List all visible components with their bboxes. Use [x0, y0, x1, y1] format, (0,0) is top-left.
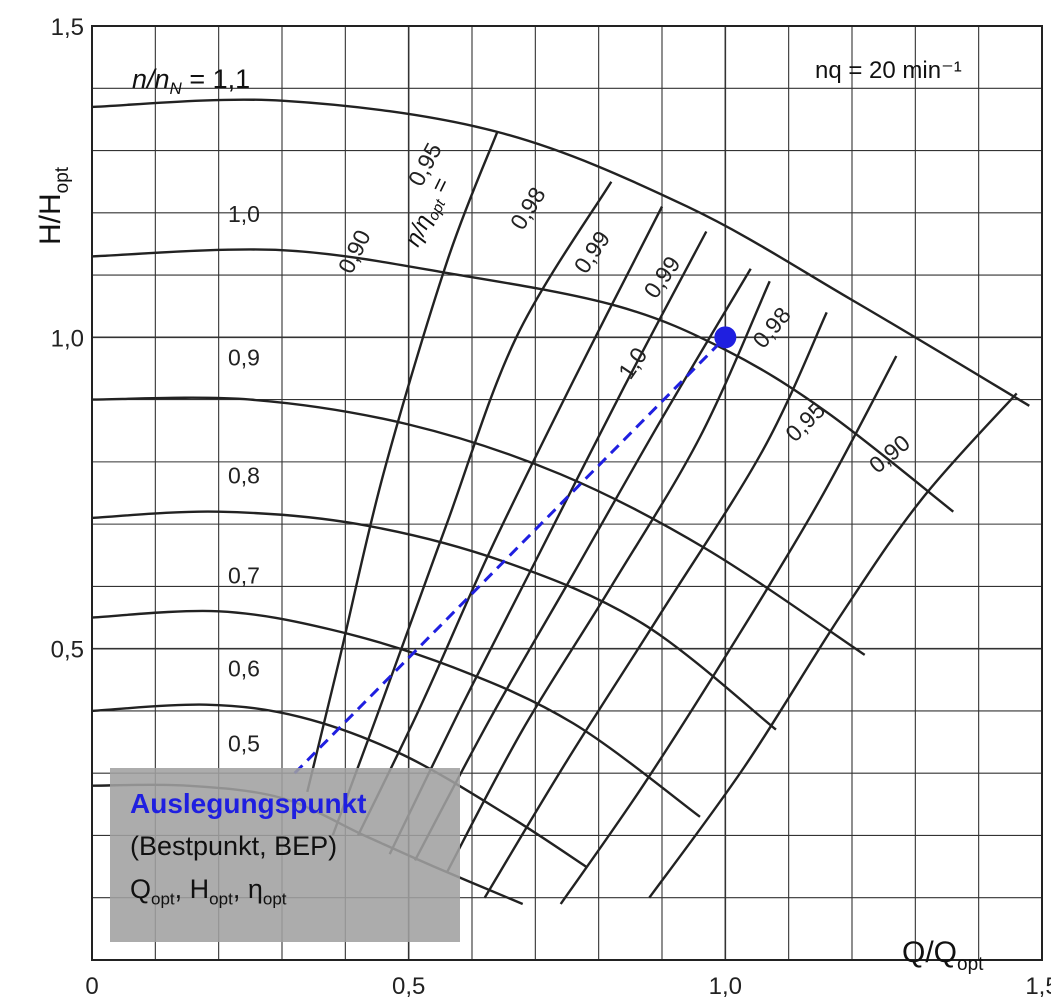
efficiency-curve-label: 0,95 [780, 397, 830, 447]
x-axis-title: Q/Qopt [902, 936, 984, 975]
efficiency-curve [413, 268, 752, 861]
y-tick-label: 0,5 [51, 637, 84, 664]
y-tick-label: 1,0 [51, 325, 84, 352]
efficiency-curve [648, 392, 1018, 899]
efficiency-curve [388, 230, 708, 855]
speed-curve [91, 609, 701, 818]
plot-border [91, 25, 1043, 961]
annotation-parameters: Qopt, Hopt, ηopt [130, 874, 287, 909]
efficiency-curve [306, 131, 499, 793]
efficiency-curve-label: 0,90 [864, 429, 915, 478]
corner-note: nq = 20 min⁻¹ [815, 57, 962, 84]
speed-ratio-label: n/nN = 1,1 [132, 64, 250, 98]
efficiency-curve-label: 0,98 [505, 182, 551, 234]
efficiency-curves [306, 131, 1018, 905]
x-tick-label: 0,5 [392, 973, 425, 1000]
annotation-subtitle: (Bestpunkt, BEP) [130, 831, 338, 861]
efficiency-curve [331, 181, 613, 836]
design-point-annotation: Auslegungspunkt (Bestpunkt, BEP) Qopt, H… [110, 768, 460, 942]
speed-curve-label: 0,8 [228, 463, 260, 489]
efficiency-curve [445, 280, 771, 874]
speed-curve [91, 396, 866, 656]
efficiency-curve [483, 311, 828, 899]
speed-curve [91, 98, 1030, 407]
x-tick-label: 1,0 [709, 973, 742, 1000]
speed-curve-label: 0,7 [228, 562, 260, 588]
speed-curve [91, 703, 587, 868]
design-point-marker [714, 326, 737, 349]
tick-labels: 0 0,5 1,0 1,5 0,5 1,0 1,5 [51, 14, 1051, 1000]
design-point-leader-line [293, 336, 727, 775]
speed-curve [91, 510, 777, 731]
x-tick-label: 0 [85, 973, 98, 1000]
efficiency-curve [356, 206, 664, 837]
efficiency-curve-label: 0,99 [569, 226, 616, 278]
x-tick-label: 1,5 [1025, 973, 1051, 1000]
efficiency-curve-label: 0,99 [638, 251, 685, 303]
speed-curve-label: 0,6 [228, 656, 260, 682]
y-tick-label: 1,5 [51, 14, 84, 41]
speed-curve [91, 248, 955, 513]
efficiency-curve [559, 355, 898, 905]
speed-curves [91, 98, 1030, 906]
plot-frame [91, 25, 1043, 961]
efficiency-curve-label: 0,90 [333, 226, 376, 278]
curve-labels: 1,0 0,9 0,8 0,7 0,6 0,5 0,90 0,95 0,98 0,99 1,0 0,9… [228, 139, 915, 757]
speed-curve-label: 1,0 [228, 201, 260, 227]
y-axis-title: H/Hopt [34, 166, 73, 245]
speed-curve-label: 0,9 [228, 344, 260, 370]
annotation-title: Auslegungspunkt [130, 788, 367, 819]
speed-curve-label: 0,5 [228, 730, 260, 756]
efficiency-curve-label: 1,0 [613, 343, 652, 384]
